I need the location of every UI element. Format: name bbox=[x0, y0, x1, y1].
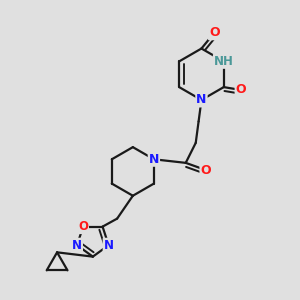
Text: NH: NH bbox=[214, 55, 234, 68]
Text: N: N bbox=[72, 239, 82, 252]
Text: N: N bbox=[196, 94, 207, 106]
Text: N: N bbox=[149, 153, 159, 166]
Text: O: O bbox=[236, 83, 246, 97]
Text: N: N bbox=[103, 239, 114, 252]
Text: O: O bbox=[200, 164, 211, 176]
Text: O: O bbox=[209, 26, 220, 39]
Text: O: O bbox=[78, 220, 88, 233]
